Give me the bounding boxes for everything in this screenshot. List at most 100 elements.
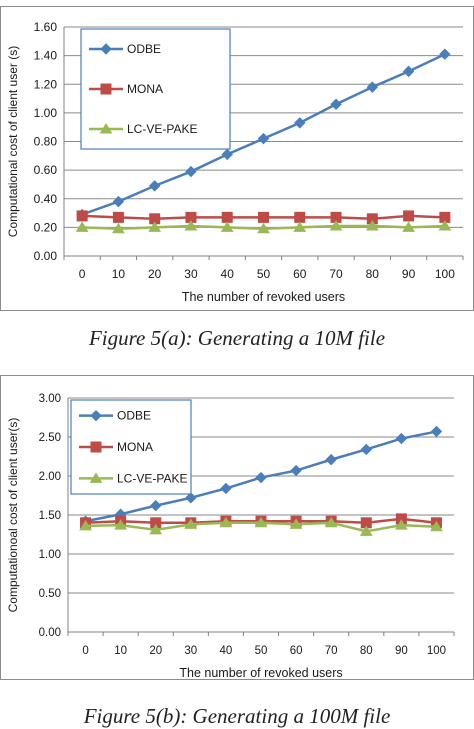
chart-b-data-point <box>325 453 337 466</box>
chart-a-data-point <box>403 210 415 222</box>
chart-a-y-tick-label: 0.00 <box>34 249 58 263</box>
chart-a-x-tick-label: 40 <box>221 267 235 281</box>
chart-b-x-tick-label: 10 <box>114 645 127 657</box>
chart-b-data-point <box>255 471 267 484</box>
chart-a-data-point <box>148 221 162 232</box>
chart-b-x-axis-label: The number of revoked users <box>179 666 342 679</box>
chart-b-data-point <box>290 464 302 477</box>
chart-b-x-tick-label: 90 <box>395 645 408 657</box>
chart-a-legend-label: ODBE <box>127 42 161 56</box>
chart-b-legend-marker <box>89 472 103 483</box>
chart-a-data-point <box>329 219 343 231</box>
chart-a-series-mona <box>76 210 451 225</box>
chart-a-data-point <box>330 98 342 110</box>
chart-a-data-point <box>184 219 198 231</box>
chart-a-data-point <box>294 117 306 129</box>
chart-a-legend-label: LC-VE-PAKE <box>127 122 197 136</box>
chart-a-data-point <box>293 221 307 232</box>
chart-a-legend-marker <box>100 43 112 55</box>
chart-b-data-point <box>185 492 197 504</box>
chart-b-x-tick-label: 40 <box>220 645 233 657</box>
chart-b-x-tick-label: 50 <box>255 645 268 657</box>
chart-b-data-point <box>394 519 408 530</box>
chart-b-x-tick-label: 60 <box>290 645 303 657</box>
chart-panel-b: 0.00 0.50 1.00 1.50 2.00 2.50 3.00 0 10 20 30 40 50 6… <box>0 375 474 680</box>
chart-b-y-tick-label: 2.00 <box>39 471 61 483</box>
chart-a-y-tick-label: 1.20 <box>34 77 58 91</box>
chart-a-data-point <box>112 211 124 223</box>
chart-a-y-tick-label: 1.40 <box>34 49 58 63</box>
chart-b-data-point <box>359 525 373 536</box>
chart-a-legend: ODBE MONA LC-VE-PAKE <box>80 28 231 150</box>
chart-a-data-point <box>148 180 161 192</box>
chart-b-data-point <box>430 520 443 532</box>
chart-a-x-tick-label: 30 <box>184 267 198 281</box>
chart-a-y-tick-label: 1.60 <box>34 20 58 34</box>
chart-a-x-tick-label: 100 <box>435 267 455 281</box>
chart-a-x-tick-label: 80 <box>366 267 380 281</box>
chart-b-x-tick-label: 70 <box>325 645 338 657</box>
chart-a-data-point <box>185 165 197 178</box>
chart-b-legend-label: MONA <box>117 440 153 454</box>
chart-b-y-tick-label: 0.50 <box>39 588 61 600</box>
chart-a-data-point <box>112 222 125 234</box>
chart-a-data-point <box>258 211 269 223</box>
chart-b-legend: ODBE MONA LC-VE-PAKE <box>70 399 192 495</box>
chart-b-legend-marker <box>90 409 102 422</box>
chart-a-legend-marker <box>99 123 113 134</box>
chart-a-data-point <box>257 222 270 234</box>
chart-b-data-point <box>254 516 268 528</box>
chart-a-data-point <box>402 65 415 78</box>
chart-a-y-tick-label: 0.40 <box>34 192 58 206</box>
chart-b-y-axis-label: Computationoal cost of client user(s) <box>6 418 20 613</box>
chart-b-legend-label: ODBE <box>117 409 151 423</box>
chart-b-legend-marker <box>90 441 102 453</box>
chart-b-data-point <box>79 519 92 531</box>
chart-panel-a: 0.00 0.20 0.40 0.60 0.80 1.00 1.20 1.40 1.60 0 10 2… <box>0 6 474 311</box>
chart-a-x-axis-label: The number of revoked users <box>182 290 345 304</box>
chart-b-x-tick-label: 0 <box>82 645 88 657</box>
chart-a-data-point <box>402 221 415 232</box>
chart-a-svg: 0.00 0.20 0.40 0.60 0.80 1.00 1.20 1.40 1.60 0 10 2… <box>6 20 464 304</box>
chart-b-svg: 0.00 0.50 1.00 1.50 2.00 2.50 3.00 0 10 20 30 40 50 6… <box>6 393 455 679</box>
chart-a-data-point <box>220 221 234 232</box>
chart-b-series-odbe <box>79 425 443 527</box>
chart-b-y-tick-label: 2.50 <box>39 432 61 444</box>
chart-b-x-tick-label: 100 <box>427 645 446 657</box>
chart-a-x-tick-label: 0 <box>79 267 86 281</box>
chart-a-legend-label: MONA <box>127 82 163 96</box>
chart-a-y-tick-label: 1.00 <box>34 106 58 120</box>
chart-b-data-point <box>184 518 198 529</box>
chart-a-x-tick-label: 10 <box>112 267 126 281</box>
chart-a-data-point <box>221 148 233 161</box>
chart-a-series-lc-ve-pake <box>75 219 452 234</box>
chart-a-data-point <box>294 211 306 223</box>
chart-a-legend-marker <box>100 83 112 95</box>
chart-a-data-point <box>257 132 270 145</box>
chart-a-data-point <box>366 81 379 93</box>
chart-a-x-tick-label: 70 <box>329 267 343 281</box>
chart-a-x-tick-label: 60 <box>293 267 307 281</box>
chart-b-data-point <box>150 499 162 512</box>
chart-a-data-point <box>439 48 451 60</box>
chart-a-x-tick-label: 20 <box>148 267 162 281</box>
chart-b-y-tick-label: 0.00 <box>39 627 61 639</box>
chart-a-x-tick-label: 90 <box>402 267 416 281</box>
chart-a-data-point <box>76 210 88 222</box>
chart-b-legend-label: LC-VE-PAKE <box>117 471 187 485</box>
chart-b-y-tick-label: 1.00 <box>39 549 61 561</box>
chart-b-y-tick-label: 1.50 <box>39 510 61 522</box>
chart-a-data-point <box>438 219 452 231</box>
chart-b-y-tick-label: 3.00 <box>39 393 61 405</box>
chart-a-data-point <box>365 219 379 231</box>
chart-b-series-lc-ve-pake <box>79 516 443 536</box>
chart-b-data-point <box>395 432 408 445</box>
chart-b-data-point <box>430 425 443 438</box>
chart-a-y-tick-label: 0.60 <box>34 163 58 177</box>
chart-b-data-point <box>114 519 128 530</box>
chart-b-data-point <box>220 482 232 495</box>
chart-a-y-tick-label: 0.80 <box>34 135 58 149</box>
chart-b-x-tick-label: 30 <box>184 645 197 657</box>
chart-b-x-tick-label: 20 <box>149 645 162 657</box>
figure-caption-b: Figure 5(b): Generating a 100M file <box>83 704 391 728</box>
